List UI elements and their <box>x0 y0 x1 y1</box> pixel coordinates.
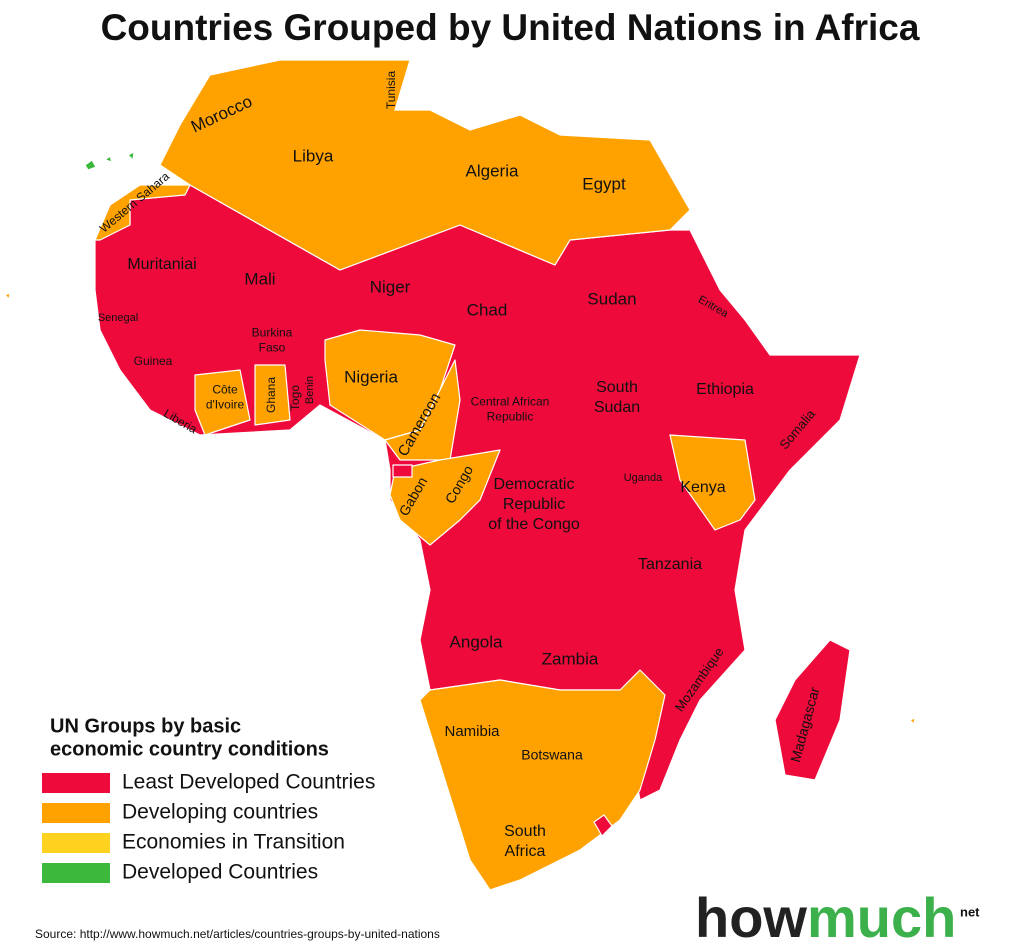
country <box>774 639 851 781</box>
country <box>4 292 11 300</box>
country-label: Nigeria <box>344 367 398 386</box>
country-label: Uganda <box>624 472 663 484</box>
country-label: South <box>596 379 638 396</box>
legend-title: economic country conditions <box>50 738 329 760</box>
legend-label: Developed Countries <box>122 861 318 884</box>
legend-swatch <box>42 863 110 883</box>
country-label: Muritaniai <box>127 256 196 273</box>
legend-title: UN Groups by basic <box>50 715 241 737</box>
country-label: Republic <box>487 410 534 424</box>
legend-swatch <box>42 833 110 853</box>
country <box>159 59 691 271</box>
source: Source: http://www.howmuch.net/articles/… <box>35 927 440 941</box>
country <box>593 814 613 837</box>
country-label: Africa <box>505 843 546 860</box>
country-label: Tunisia <box>384 71 398 110</box>
country <box>104 155 113 163</box>
country-label: Libya <box>293 146 334 165</box>
country-label: Sudan <box>594 399 640 416</box>
legend: UN Groups by basic economic country cond… <box>42 715 375 884</box>
country-label: Mali <box>244 269 275 288</box>
country-label: Zambia <box>542 649 599 668</box>
country <box>909 717 916 725</box>
legend-label: Developing countries <box>122 801 318 824</box>
country-label: Angola <box>450 632 503 651</box>
map-title: Countries Grouped by United Nations in A… <box>101 7 920 48</box>
country-label: Guinea <box>134 354 173 368</box>
country-label: Niger <box>370 277 411 296</box>
country <box>392 464 413 478</box>
country-label: Côte <box>212 383 238 397</box>
country-label: Tanzania <box>638 556 702 573</box>
country-label: Republic <box>503 496 565 513</box>
country-label: Namibia <box>444 723 500 740</box>
country-label: Algeria <box>466 161 519 180</box>
legend-label: Least Developed Countries <box>122 771 375 794</box>
country <box>194 369 251 436</box>
legend-label: Economies in Transition <box>122 831 345 854</box>
country-label: Botswana <box>521 747 583 763</box>
country-label: Democratic <box>494 476 575 493</box>
country-label: Ghana <box>264 377 278 413</box>
country-label: Togo <box>288 385 302 411</box>
logo-part: much <box>807 886 956 949</box>
country-label: of the Congo <box>488 516 580 533</box>
country <box>84 159 97 171</box>
country-label: Kenya <box>680 479 725 496</box>
legend-swatch <box>42 803 110 823</box>
country <box>419 669 666 891</box>
legend-swatch <box>42 773 110 793</box>
countries <box>4 59 916 891</box>
country-label: Sudan <box>587 289 636 308</box>
country <box>94 184 191 241</box>
country <box>389 449 501 546</box>
country-label: d'Ivoire <box>206 398 245 412</box>
country-label: Faso <box>259 341 286 355</box>
country-label: Ethiopia <box>696 381 754 398</box>
country <box>127 151 135 161</box>
country-label: Egypt <box>582 174 626 193</box>
country <box>254 364 291 426</box>
country-label: Burkina <box>252 326 293 340</box>
country-label: Senegal <box>98 312 138 324</box>
country <box>669 434 756 531</box>
logo-suffix: net <box>960 904 980 919</box>
country-label: Benin <box>304 376 316 404</box>
country-label: South <box>504 823 546 840</box>
country <box>384 359 461 461</box>
logo: howmuch <box>695 886 956 949</box>
country-label: Central African <box>471 395 550 409</box>
country-label: Chad <box>467 300 508 319</box>
logo-part: how <box>695 886 807 949</box>
